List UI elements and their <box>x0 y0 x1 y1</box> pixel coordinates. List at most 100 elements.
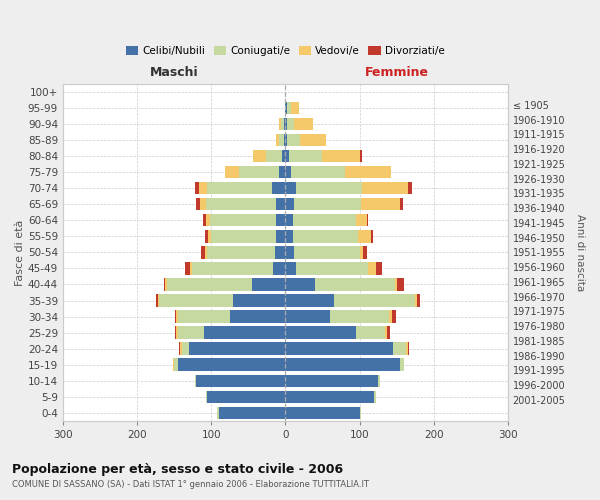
Bar <box>201 246 205 258</box>
Bar <box>286 310 330 323</box>
Bar <box>286 374 378 387</box>
Bar <box>179 342 180 355</box>
Bar <box>389 310 392 323</box>
Bar <box>287 134 300 146</box>
Bar <box>286 198 294 210</box>
Bar <box>286 134 287 146</box>
Bar <box>409 182 412 194</box>
Bar <box>286 406 359 419</box>
Bar <box>203 214 206 226</box>
Bar <box>199 182 207 194</box>
Bar <box>189 342 286 355</box>
Bar <box>286 326 356 339</box>
Bar <box>293 214 356 226</box>
Bar <box>400 198 403 210</box>
Bar <box>406 342 408 355</box>
Bar <box>208 390 286 403</box>
Bar <box>374 390 376 403</box>
Bar <box>206 390 208 403</box>
Bar <box>291 166 344 178</box>
Bar <box>286 166 291 178</box>
Bar <box>178 326 204 339</box>
Bar <box>284 118 286 130</box>
Bar <box>174 358 178 371</box>
Bar <box>296 182 362 194</box>
Bar <box>175 326 176 339</box>
Bar <box>275 246 286 258</box>
Bar <box>359 150 362 162</box>
Bar <box>286 246 294 258</box>
Bar <box>225 166 239 178</box>
Legend: Celibi/Nubili, Coniugati/e, Vedovi/e, Divorziati/e: Celibi/Nubili, Coniugati/e, Vedovi/e, Di… <box>122 42 449 60</box>
Bar <box>253 150 266 162</box>
Bar <box>363 246 367 258</box>
Bar <box>158 294 159 307</box>
Bar <box>376 262 382 274</box>
Bar <box>294 118 313 130</box>
Bar <box>359 246 363 258</box>
Bar <box>165 278 167 290</box>
Bar <box>289 150 322 162</box>
Bar <box>283 150 286 162</box>
Bar <box>167 278 252 290</box>
Bar <box>164 278 165 290</box>
Bar <box>371 230 373 242</box>
Text: Femmine: Femmine <box>365 66 428 79</box>
Bar <box>204 326 286 339</box>
Bar <box>286 342 393 355</box>
Bar <box>344 166 391 178</box>
Bar <box>277 230 286 242</box>
Bar <box>207 182 272 194</box>
Bar <box>286 230 293 242</box>
Bar <box>286 390 374 403</box>
Bar <box>211 230 277 242</box>
Bar <box>210 214 277 226</box>
Bar <box>300 134 326 146</box>
Bar <box>195 182 199 194</box>
Y-axis label: Anni di nascita: Anni di nascita <box>575 214 585 291</box>
Bar <box>272 182 286 194</box>
Bar <box>362 182 409 194</box>
Bar <box>195 374 196 387</box>
Bar <box>205 230 208 242</box>
Bar <box>281 118 284 130</box>
Bar <box>277 198 286 210</box>
Bar <box>176 326 178 339</box>
Bar <box>378 374 380 387</box>
Bar <box>200 198 206 210</box>
Bar <box>190 262 192 274</box>
Bar <box>361 198 400 210</box>
Bar <box>296 262 368 274</box>
Bar <box>287 118 294 130</box>
Bar <box>408 342 409 355</box>
Bar <box>387 326 390 339</box>
Bar <box>356 214 367 226</box>
Bar <box>206 214 210 226</box>
Bar <box>395 278 397 290</box>
Bar <box>393 342 406 355</box>
Bar <box>286 150 289 162</box>
Bar <box>280 134 284 146</box>
Text: Popolazione per età, sesso e stato civile - 2006: Popolazione per età, sesso e stato civil… <box>12 462 343 475</box>
Bar <box>178 358 286 371</box>
Bar <box>330 310 389 323</box>
Bar <box>287 102 290 114</box>
Bar <box>368 262 376 274</box>
Bar <box>230 310 286 323</box>
Bar <box>334 294 415 307</box>
Bar <box>358 230 371 242</box>
Bar <box>157 294 158 307</box>
Bar <box>159 294 233 307</box>
Bar <box>322 150 359 162</box>
Bar <box>176 310 178 323</box>
Bar <box>286 102 287 114</box>
Bar <box>217 406 218 419</box>
Y-axis label: Fasce di età: Fasce di età <box>15 219 25 286</box>
Bar <box>284 134 286 146</box>
Bar <box>185 262 190 274</box>
Bar <box>415 294 416 307</box>
Bar <box>286 278 315 290</box>
Bar <box>286 262 296 274</box>
Bar <box>276 134 280 146</box>
Bar <box>207 246 275 258</box>
